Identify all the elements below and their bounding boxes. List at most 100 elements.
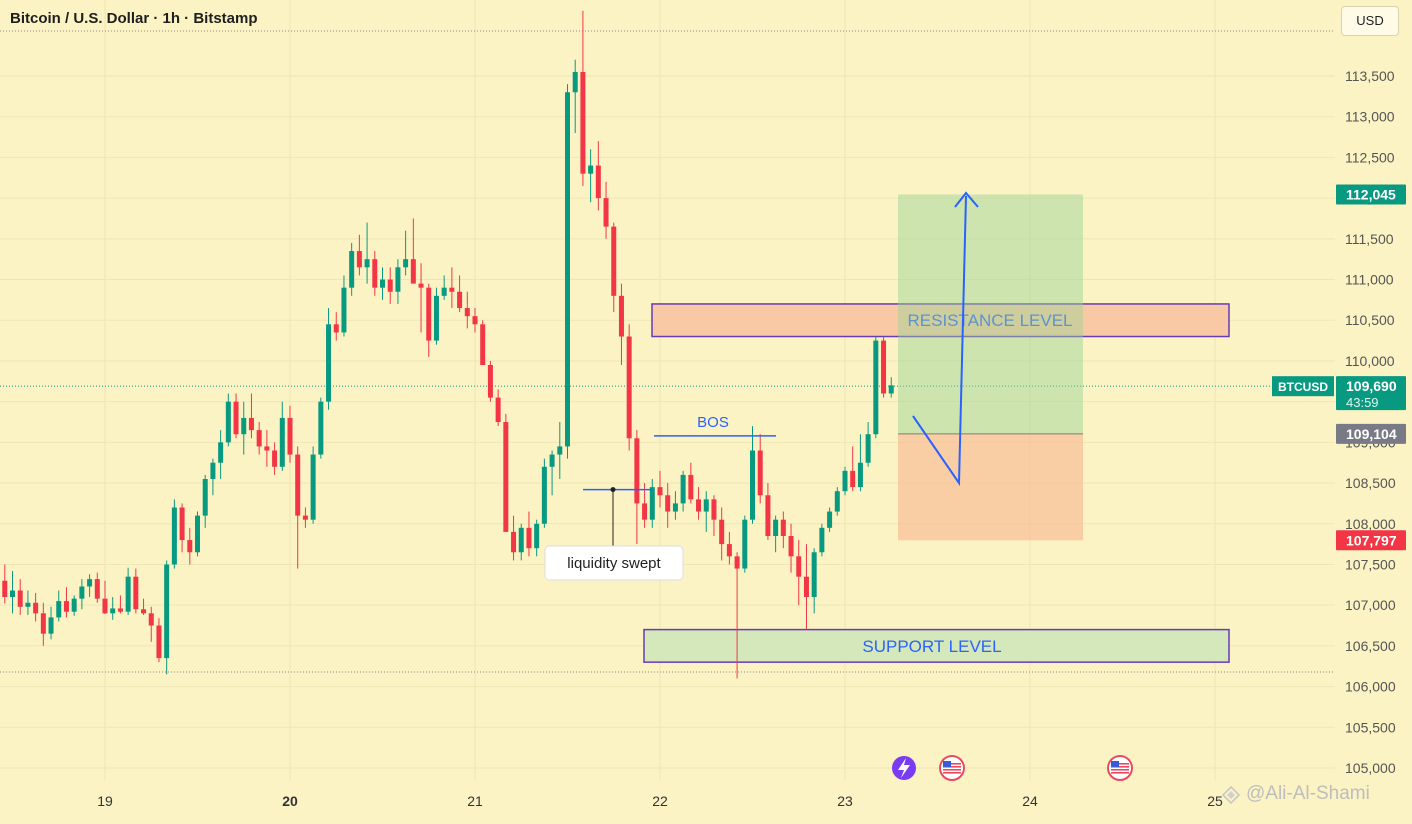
flag-stripe: [943, 763, 961, 765]
candle-body: [642, 503, 648, 520]
candle-body: [341, 287, 347, 333]
price-tick: 105,500: [1345, 719, 1396, 735]
lightning-event-icon[interactable]: [892, 756, 916, 780]
candle-body: [279, 417, 285, 467]
time-axis: 19 20 21 22 23 24 25: [97, 793, 1223, 809]
candle-body: [79, 586, 85, 599]
candle-body: [248, 417, 254, 431]
price-tick: 110,000: [1345, 353, 1395, 369]
candle-body: [773, 519, 779, 536]
candle-body: [241, 417, 247, 435]
price-tick: 113,500: [1345, 68, 1395, 84]
support-label: SUPPORT LEVEL: [862, 637, 1001, 656]
time-tick: 19: [97, 793, 113, 809]
loss-zone: [898, 433, 1083, 541]
candle-body: [618, 295, 624, 337]
candle-body: [210, 462, 216, 479]
price-tick: 107,500: [1345, 556, 1396, 572]
currency-selector[interactable]: USD: [1341, 6, 1399, 36]
candle-body: [495, 397, 501, 422]
profit-zone: [898, 194, 1083, 434]
price-tick: 112,500: [1345, 149, 1395, 165]
candle-body: [179, 507, 185, 541]
grid: [0, 0, 1335, 780]
candle-body: [333, 324, 339, 333]
flag-ring: [1107, 755, 1133, 781]
candle-body: [372, 259, 378, 288]
candle-body: [141, 609, 147, 614]
candle-body: [657, 487, 663, 496]
candle-body: [649, 487, 655, 520]
candle-body: [672, 503, 678, 512]
candle-body: [418, 283, 424, 288]
candle-body: [426, 287, 432, 341]
candle-body: [688, 474, 694, 500]
candle-body: [572, 71, 578, 93]
candle-body: [711, 499, 717, 520]
stop-price-label: 107,797: [1346, 532, 1397, 548]
time-tick: 22: [652, 793, 668, 809]
candle-body: [87, 579, 93, 587]
candle-body: [526, 527, 532, 549]
candle-body: [133, 576, 139, 610]
flag-stripe: [1111, 772, 1129, 774]
candle-body: [94, 579, 100, 599]
price-tick: 105,000: [1345, 760, 1396, 776]
price-tick: 108,000: [1345, 516, 1396, 532]
candle-body: [156, 625, 162, 659]
us-flag-event-icon[interactable]: [1107, 755, 1133, 781]
target-price-label: 112,045: [1346, 186, 1396, 202]
candle-body: [819, 527, 825, 553]
candle-body: [888, 385, 894, 394]
candle-body: [117, 608, 123, 612]
candle-body: [349, 251, 355, 288]
candle-body: [588, 165, 594, 174]
price-tick: 107,000: [1345, 597, 1396, 613]
zones: RESISTANCE LEVEL SUPPORT LEVEL: [643, 303, 1230, 663]
candle-body: [580, 71, 586, 174]
flag-stripe: [943, 769, 961, 771]
candle-body: [380, 279, 385, 288]
flag-stripe: [1111, 763, 1129, 765]
last-price-label: 109,690: [1346, 378, 1397, 394]
candle-body: [272, 450, 278, 467]
candle-body: [595, 165, 601, 199]
entry-price-label: 109,104: [1346, 426, 1397, 442]
candle-body: [318, 401, 324, 455]
candle-body: [850, 470, 856, 488]
last-price-badge: [1336, 376, 1406, 411]
candle-body: [40, 613, 46, 634]
candle-body: [403, 259, 409, 268]
candle-body: [395, 267, 401, 292]
price-tick: 106,000: [1345, 679, 1396, 695]
candle-body: [541, 466, 547, 524]
candle-body: [565, 92, 570, 447]
liquidity-label: liquidity swept: [567, 555, 661, 572]
candle-body: [148, 613, 154, 626]
candle-body: [364, 259, 370, 268]
us-flag-event-icon[interactable]: [939, 755, 965, 781]
candle-body: [164, 564, 170, 659]
flag-ring: [939, 755, 965, 781]
candle-body: [603, 198, 609, 227]
price-tick: 110,500: [1345, 312, 1395, 328]
candle-body: [811, 552, 817, 598]
candle-body: [25, 602, 31, 607]
candle-body: [302, 515, 308, 520]
time-tick: 24: [1022, 793, 1038, 809]
candle-body: [457, 291, 463, 309]
candle-body: [703, 499, 709, 512]
candle-body: [387, 279, 393, 292]
candle-body: [464, 308, 470, 317]
time-tick: 25: [1207, 793, 1223, 809]
price-tick: 111,500: [1345, 231, 1394, 247]
candle-body: [487, 365, 493, 398]
candle-body: [634, 438, 640, 504]
candle-body: [48, 617, 54, 634]
entry-price-badge: [1336, 423, 1406, 444]
candle-body: [557, 446, 563, 455]
candle-body: [310, 454, 316, 520]
candle-body: [665, 495, 671, 512]
